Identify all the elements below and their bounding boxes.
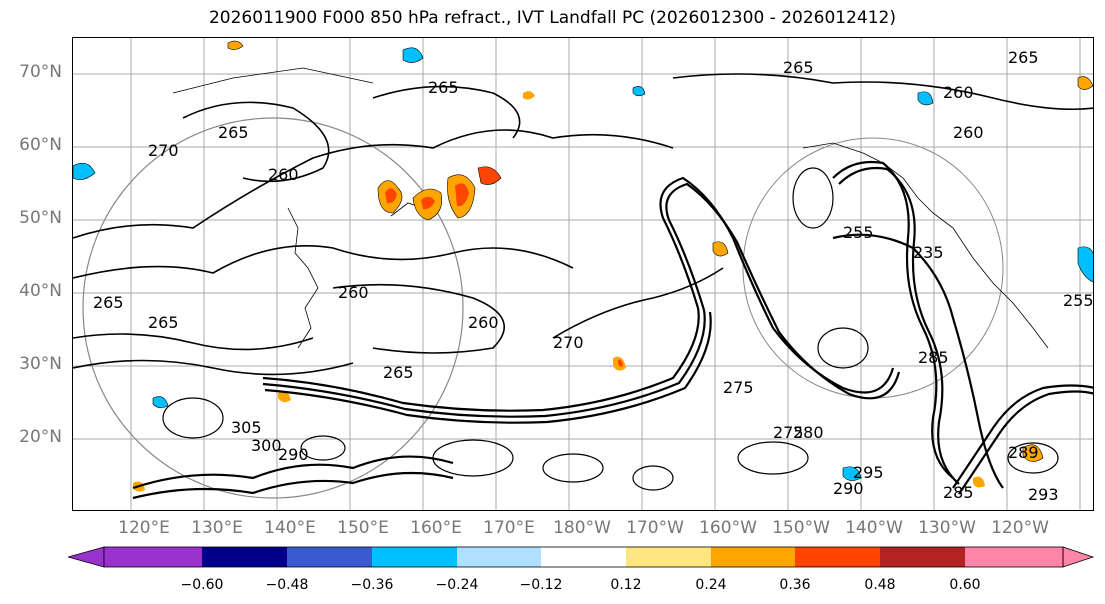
contour-label: 265 bbox=[428, 78, 459, 97]
contour-label: 270 bbox=[553, 333, 584, 352]
contour-label: 265 bbox=[383, 363, 414, 382]
contour-label: 255 bbox=[1063, 291, 1094, 310]
range-circle-west bbox=[82, 117, 464, 499]
contour-label: 260 bbox=[268, 165, 299, 184]
colorbar-swatch bbox=[202, 547, 287, 567]
lat-label-60n: 60°N bbox=[19, 135, 62, 155]
contour-label: 265 bbox=[783, 58, 814, 77]
contour-label: 290 bbox=[833, 479, 864, 498]
contour-label: 260 bbox=[953, 123, 984, 142]
colorbar-tick: 0.36 bbox=[779, 577, 811, 593]
map-panel: 265 270 265 260 260 265 260 265 270 265 … bbox=[72, 37, 1094, 511]
lat-label-20n: 20°N bbox=[19, 427, 62, 447]
map-title: 2026011900 F000 850 hPa refract., IVT La… bbox=[208, 8, 896, 28]
lon-label-120w: 120°W bbox=[991, 518, 1049, 538]
colorbar-swatch bbox=[104, 547, 202, 567]
colorbar-swatch bbox=[711, 547, 795, 567]
contour-label: 293 bbox=[1028, 485, 1059, 504]
small-contours bbox=[162, 167, 1059, 491]
contour-label: 290 bbox=[278, 445, 309, 464]
contour-label: 270 bbox=[148, 141, 179, 160]
lon-label-130e: 130°E bbox=[191, 518, 243, 538]
colorbar-tick: −0.48 bbox=[265, 577, 309, 593]
lat-label-40n: 40°N bbox=[19, 281, 62, 301]
contour-label: 235 bbox=[913, 243, 944, 262]
contour-label: 275 bbox=[773, 423, 804, 442]
contour-label: 285 bbox=[918, 348, 949, 367]
lon-label-130w: 130°W bbox=[918, 518, 976, 538]
coastlines bbox=[172, 67, 1049, 349]
colorbar-tick: 0.24 bbox=[695, 577, 727, 593]
map-canvas: 265 270 265 260 260 265 260 265 270 265 … bbox=[73, 38, 1094, 510]
colorbar-tick: −0.24 bbox=[435, 577, 479, 593]
refractivity-contours bbox=[73, 73, 1093, 376]
contour-label: 300 bbox=[251, 436, 282, 455]
colorbar-swatch bbox=[965, 547, 1063, 567]
contour-label: 280 bbox=[793, 423, 824, 442]
colorbar-swatch bbox=[457, 547, 541, 567]
lat-label-30n: 30°N bbox=[19, 354, 62, 374]
colorbar-swatch bbox=[626, 547, 711, 567]
contour-label: 305 bbox=[231, 418, 262, 437]
colorbar-tick: 0.48 bbox=[864, 577, 896, 593]
contour-label: 265 bbox=[93, 293, 124, 312]
jet-band-contours bbox=[132, 160, 1093, 500]
contour-label: 285 bbox=[943, 483, 974, 502]
colorbar bbox=[68, 546, 1095, 568]
colorbar-tick: 0.12 bbox=[610, 577, 642, 593]
lon-label-150e: 150°E bbox=[337, 518, 389, 538]
colorbar-swatch bbox=[795, 547, 880, 567]
lon-label-170e: 170°E bbox=[483, 518, 535, 538]
colorbar-swatch bbox=[880, 547, 965, 567]
colorbar-extend-high bbox=[1062, 546, 1095, 568]
contour-label: 295 bbox=[853, 463, 884, 482]
contour-label: 265 bbox=[148, 313, 179, 332]
lon-label-160w: 160°W bbox=[699, 518, 757, 538]
contour-label: 260 bbox=[468, 313, 499, 332]
lat-label-50n: 50°N bbox=[19, 208, 62, 228]
lon-label-120e: 120°E bbox=[118, 518, 170, 538]
contour-label: 255 bbox=[843, 223, 874, 242]
contour-label: 275 bbox=[723, 378, 754, 397]
refractivity-patches bbox=[73, 40, 1093, 492]
contour-label: 260 bbox=[338, 283, 369, 302]
contour-label: 265 bbox=[1008, 48, 1039, 67]
lat-label-70n: 70°N bbox=[19, 62, 62, 82]
colorbar-extend-low bbox=[68, 546, 105, 568]
gridlines bbox=[73, 38, 1093, 510]
colorbar-swatch bbox=[372, 547, 457, 567]
colorbar-tick: 0.60 bbox=[949, 577, 981, 593]
lon-label-150w: 150°W bbox=[772, 518, 830, 538]
colorbar-outline bbox=[103, 546, 1064, 568]
contour-label: 289 bbox=[1008, 443, 1039, 462]
contour-label: 260 bbox=[943, 83, 974, 102]
lon-label-140w: 140°W bbox=[845, 518, 903, 538]
contour-label: 265 bbox=[218, 123, 249, 142]
colorbar-tick: −0.60 bbox=[180, 577, 224, 593]
lon-label-180w: 180°W bbox=[553, 518, 611, 538]
colorbar-tick: −0.36 bbox=[350, 577, 394, 593]
colorbar-swatch bbox=[287, 547, 372, 567]
colorbar-tick: −0.12 bbox=[519, 577, 563, 593]
lon-label-160e: 160°E bbox=[410, 518, 462, 538]
lon-label-170w: 170°W bbox=[626, 518, 684, 538]
colorbar-swatch bbox=[541, 547, 626, 567]
contour-labels: 265 270 265 260 260 265 260 265 270 265 … bbox=[93, 48, 1094, 504]
lon-label-140e: 140°E bbox=[264, 518, 316, 538]
